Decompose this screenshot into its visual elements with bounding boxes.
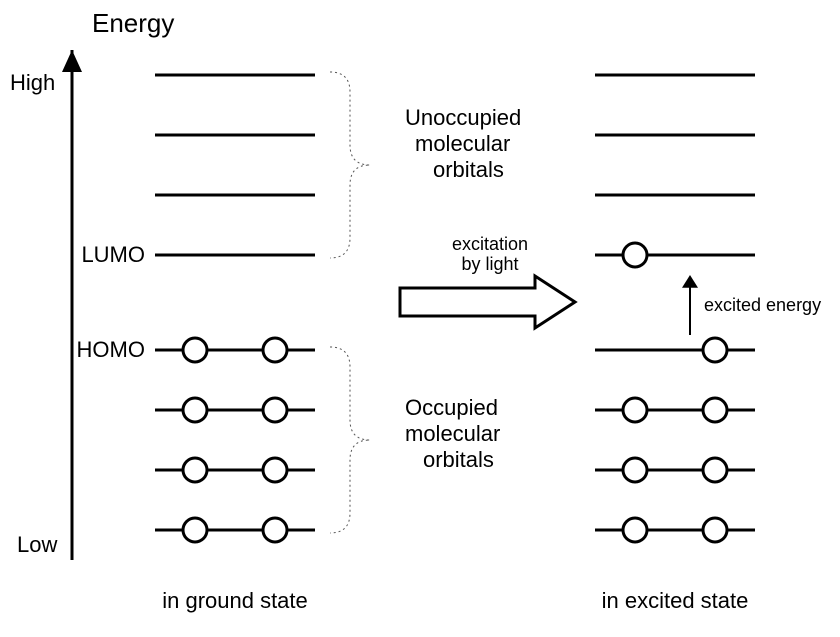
promoted-electron (623, 243, 647, 267)
ground-electron (183, 338, 207, 362)
energy-axis-title: Energy (92, 8, 174, 38)
energy-axis-low: Low (17, 532, 57, 557)
energy-axis-high: High (10, 70, 55, 95)
homo-label: HOMO (77, 337, 145, 362)
occupied-label: Occupied (405, 395, 498, 420)
excited-electron (703, 458, 727, 482)
unoccupied-label: molecular (415, 131, 510, 156)
excited-electron (623, 458, 647, 482)
ground-state-caption: in ground state (162, 588, 308, 613)
ground-electron (263, 518, 287, 542)
ground-electron (183, 458, 207, 482)
excited-state-caption: in excited state (602, 588, 749, 613)
ground-electron (183, 398, 207, 422)
lumo-label: LUMO (81, 242, 145, 267)
occupied-label: orbitals (423, 447, 494, 472)
excited-electron (703, 518, 727, 542)
excited-electron (703, 338, 727, 362)
ground-electron (183, 518, 207, 542)
unoccupied-label: orbitals (433, 157, 504, 182)
excited-energy-label: excited energy (704, 295, 821, 315)
ground-electron (263, 398, 287, 422)
unoccupied-label: Unoccupied (405, 105, 521, 130)
excited-electron (623, 398, 647, 422)
ground-electron (263, 338, 287, 362)
occupied-label: molecular (405, 421, 500, 446)
excitation-label: excitation (452, 234, 528, 254)
ground-electron (263, 458, 287, 482)
excitation-label: by light (461, 254, 518, 274)
excited-electron (623, 518, 647, 542)
excited-electron (703, 398, 727, 422)
